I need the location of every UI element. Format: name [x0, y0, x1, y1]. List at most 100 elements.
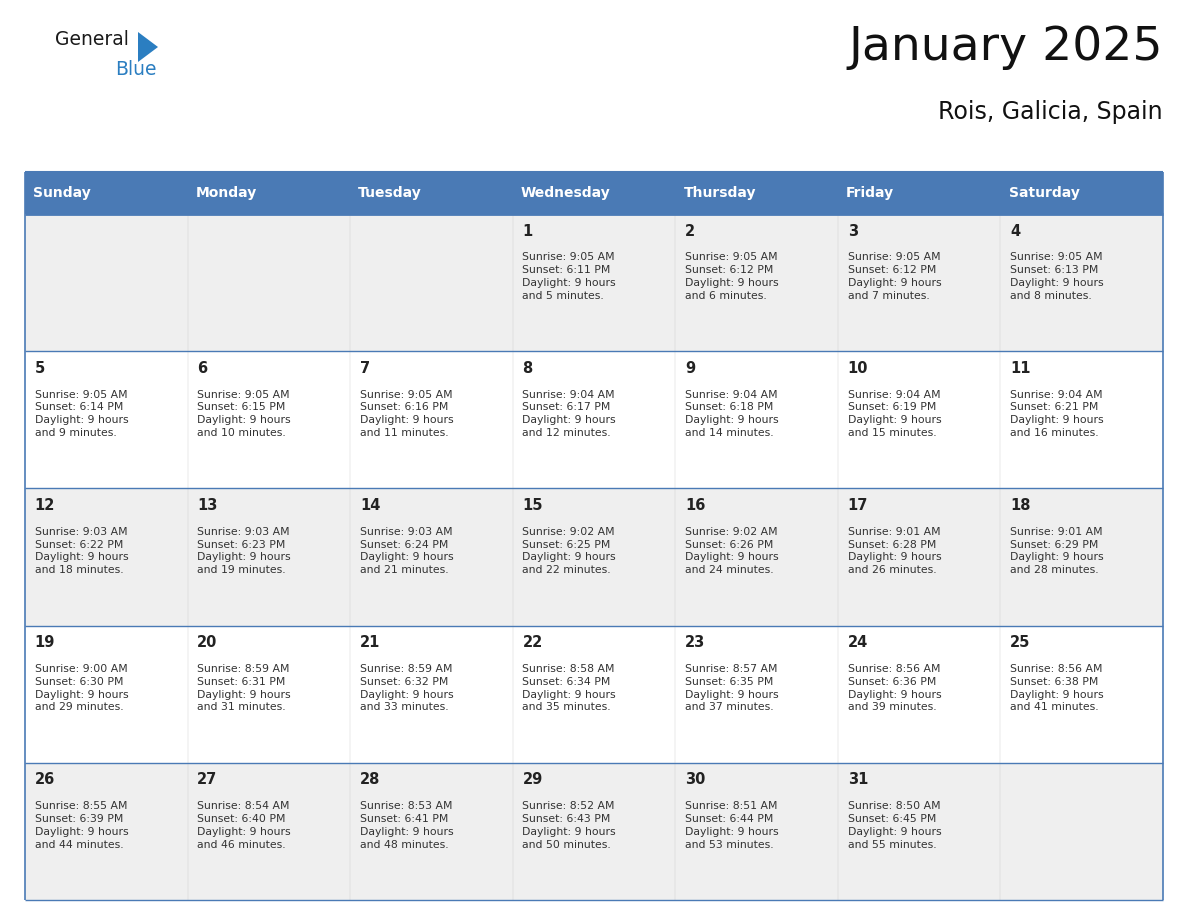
- Text: Friday: Friday: [846, 186, 895, 200]
- Bar: [350, 352, 513, 488]
- Text: Sunrise: 9:01 AM
Sunset: 6:28 PM
Daylight: 9 hours
and 26 minutes.: Sunrise: 9:01 AM Sunset: 6:28 PM Dayligh…: [847, 527, 941, 576]
- Text: Rois, Galicia, Spain: Rois, Galicia, Spain: [939, 100, 1163, 124]
- Bar: [513, 625, 675, 763]
- Text: Thursday: Thursday: [683, 186, 756, 200]
- Text: Sunrise: 8:52 AM
Sunset: 6:43 PM
Daylight: 9 hours
and 50 minutes.: Sunrise: 8:52 AM Sunset: 6:43 PM Dayligh…: [523, 801, 617, 850]
- Bar: [675, 352, 838, 488]
- Bar: [513, 352, 675, 488]
- Text: 15: 15: [523, 498, 543, 513]
- Text: 11: 11: [1010, 361, 1031, 375]
- Bar: [1000, 214, 1163, 352]
- Text: Monday: Monday: [196, 186, 257, 200]
- Bar: [513, 488, 675, 625]
- Text: 9: 9: [685, 361, 695, 375]
- Text: 1: 1: [523, 224, 532, 239]
- Bar: [25, 352, 188, 488]
- Bar: [513, 214, 675, 352]
- Text: 22: 22: [523, 635, 543, 650]
- Bar: [1000, 763, 1163, 900]
- Text: Sunrise: 9:01 AM
Sunset: 6:29 PM
Daylight: 9 hours
and 28 minutes.: Sunrise: 9:01 AM Sunset: 6:29 PM Dayligh…: [1010, 527, 1104, 576]
- Bar: [350, 214, 513, 352]
- Bar: [188, 352, 350, 488]
- Text: 2: 2: [685, 224, 695, 239]
- Text: 6: 6: [197, 361, 208, 375]
- Bar: [25, 763, 188, 900]
- Text: 28: 28: [360, 772, 380, 788]
- Bar: [188, 214, 350, 352]
- Text: Sunrise: 9:05 AM
Sunset: 6:12 PM
Daylight: 9 hours
and 6 minutes.: Sunrise: 9:05 AM Sunset: 6:12 PM Dayligh…: [685, 252, 778, 301]
- Bar: [188, 763, 350, 900]
- Text: Sunrise: 8:50 AM
Sunset: 6:45 PM
Daylight: 9 hours
and 55 minutes.: Sunrise: 8:50 AM Sunset: 6:45 PM Dayligh…: [847, 801, 941, 850]
- Text: Sunrise: 8:56 AM
Sunset: 6:36 PM
Daylight: 9 hours
and 39 minutes.: Sunrise: 8:56 AM Sunset: 6:36 PM Dayligh…: [847, 664, 941, 712]
- Text: Sunday: Sunday: [33, 186, 90, 200]
- Bar: [675, 214, 838, 352]
- Text: Sunrise: 8:56 AM
Sunset: 6:38 PM
Daylight: 9 hours
and 41 minutes.: Sunrise: 8:56 AM Sunset: 6:38 PM Dayligh…: [1010, 664, 1104, 712]
- Text: Sunrise: 8:54 AM
Sunset: 6:40 PM
Daylight: 9 hours
and 46 minutes.: Sunrise: 8:54 AM Sunset: 6:40 PM Dayligh…: [197, 801, 291, 850]
- Bar: [838, 488, 1000, 625]
- Text: 19: 19: [34, 635, 55, 650]
- Bar: [188, 625, 350, 763]
- Text: 17: 17: [847, 498, 868, 513]
- Text: Sunrise: 9:02 AM
Sunset: 6:26 PM
Daylight: 9 hours
and 24 minutes.: Sunrise: 9:02 AM Sunset: 6:26 PM Dayligh…: [685, 527, 778, 576]
- Bar: [838, 763, 1000, 900]
- Text: 3: 3: [847, 224, 858, 239]
- Text: Tuesday: Tuesday: [359, 186, 422, 200]
- Text: Blue: Blue: [115, 60, 157, 79]
- Bar: [1000, 625, 1163, 763]
- Text: January 2025: January 2025: [848, 25, 1163, 70]
- Bar: [1000, 172, 1163, 214]
- Text: Saturday: Saturday: [1009, 186, 1080, 200]
- Bar: [350, 172, 513, 214]
- Text: Wednesday: Wednesday: [520, 186, 611, 200]
- Text: 8: 8: [523, 361, 532, 375]
- Text: 5: 5: [34, 361, 45, 375]
- Bar: [350, 488, 513, 625]
- Text: 20: 20: [197, 635, 217, 650]
- Text: 12: 12: [34, 498, 55, 513]
- Text: 30: 30: [685, 772, 706, 788]
- Text: Sunrise: 9:04 AM
Sunset: 6:19 PM
Daylight: 9 hours
and 15 minutes.: Sunrise: 9:04 AM Sunset: 6:19 PM Dayligh…: [847, 389, 941, 438]
- Text: Sunrise: 8:53 AM
Sunset: 6:41 PM
Daylight: 9 hours
and 48 minutes.: Sunrise: 8:53 AM Sunset: 6:41 PM Dayligh…: [360, 801, 454, 850]
- Text: Sunrise: 9:04 AM
Sunset: 6:17 PM
Daylight: 9 hours
and 12 minutes.: Sunrise: 9:04 AM Sunset: 6:17 PM Dayligh…: [523, 389, 617, 438]
- Bar: [675, 763, 838, 900]
- Text: Sunrise: 9:00 AM
Sunset: 6:30 PM
Daylight: 9 hours
and 29 minutes.: Sunrise: 9:00 AM Sunset: 6:30 PM Dayligh…: [34, 664, 128, 712]
- Text: Sunrise: 9:05 AM
Sunset: 6:12 PM
Daylight: 9 hours
and 7 minutes.: Sunrise: 9:05 AM Sunset: 6:12 PM Dayligh…: [847, 252, 941, 301]
- Text: Sunrise: 9:05 AM
Sunset: 6:13 PM
Daylight: 9 hours
and 8 minutes.: Sunrise: 9:05 AM Sunset: 6:13 PM Dayligh…: [1010, 252, 1104, 301]
- Bar: [675, 488, 838, 625]
- Text: 18: 18: [1010, 498, 1031, 513]
- Text: 29: 29: [523, 772, 543, 788]
- Bar: [513, 763, 675, 900]
- Text: 24: 24: [847, 635, 868, 650]
- Bar: [25, 172, 188, 214]
- Bar: [25, 625, 188, 763]
- Text: 27: 27: [197, 772, 217, 788]
- Text: Sunrise: 8:51 AM
Sunset: 6:44 PM
Daylight: 9 hours
and 53 minutes.: Sunrise: 8:51 AM Sunset: 6:44 PM Dayligh…: [685, 801, 778, 850]
- Text: Sunrise: 8:55 AM
Sunset: 6:39 PM
Daylight: 9 hours
and 44 minutes.: Sunrise: 8:55 AM Sunset: 6:39 PM Dayligh…: [34, 801, 128, 850]
- Text: 14: 14: [360, 498, 380, 513]
- Text: Sunrise: 9:02 AM
Sunset: 6:25 PM
Daylight: 9 hours
and 22 minutes.: Sunrise: 9:02 AM Sunset: 6:25 PM Dayligh…: [523, 527, 617, 576]
- Text: Sunrise: 9:05 AM
Sunset: 6:14 PM
Daylight: 9 hours
and 9 minutes.: Sunrise: 9:05 AM Sunset: 6:14 PM Dayligh…: [34, 389, 128, 438]
- Text: 4: 4: [1010, 224, 1020, 239]
- Text: Sunrise: 8:57 AM
Sunset: 6:35 PM
Daylight: 9 hours
and 37 minutes.: Sunrise: 8:57 AM Sunset: 6:35 PM Dayligh…: [685, 664, 778, 712]
- Text: Sunrise: 8:59 AM
Sunset: 6:32 PM
Daylight: 9 hours
and 33 minutes.: Sunrise: 8:59 AM Sunset: 6:32 PM Dayligh…: [360, 664, 454, 712]
- Bar: [25, 488, 188, 625]
- Text: Sunrise: 8:58 AM
Sunset: 6:34 PM
Daylight: 9 hours
and 35 minutes.: Sunrise: 8:58 AM Sunset: 6:34 PM Dayligh…: [523, 664, 617, 712]
- Bar: [838, 352, 1000, 488]
- Text: General: General: [55, 30, 128, 49]
- Bar: [25, 214, 188, 352]
- Text: Sunrise: 9:03 AM
Sunset: 6:23 PM
Daylight: 9 hours
and 19 minutes.: Sunrise: 9:03 AM Sunset: 6:23 PM Dayligh…: [197, 527, 291, 576]
- Bar: [838, 172, 1000, 214]
- Text: Sunrise: 9:04 AM
Sunset: 6:21 PM
Daylight: 9 hours
and 16 minutes.: Sunrise: 9:04 AM Sunset: 6:21 PM Dayligh…: [1010, 389, 1104, 438]
- Text: Sunrise: 9:04 AM
Sunset: 6:18 PM
Daylight: 9 hours
and 14 minutes.: Sunrise: 9:04 AM Sunset: 6:18 PM Dayligh…: [685, 389, 778, 438]
- Bar: [838, 625, 1000, 763]
- Bar: [1000, 352, 1163, 488]
- Text: 10: 10: [847, 361, 868, 375]
- Text: 25: 25: [1010, 635, 1030, 650]
- Text: 7: 7: [360, 361, 369, 375]
- Text: Sunrise: 9:03 AM
Sunset: 6:24 PM
Daylight: 9 hours
and 21 minutes.: Sunrise: 9:03 AM Sunset: 6:24 PM Dayligh…: [360, 527, 454, 576]
- Text: 21: 21: [360, 635, 380, 650]
- Bar: [188, 488, 350, 625]
- Text: Sunrise: 9:03 AM
Sunset: 6:22 PM
Daylight: 9 hours
and 18 minutes.: Sunrise: 9:03 AM Sunset: 6:22 PM Dayligh…: [34, 527, 128, 576]
- Text: Sunrise: 9:05 AM
Sunset: 6:15 PM
Daylight: 9 hours
and 10 minutes.: Sunrise: 9:05 AM Sunset: 6:15 PM Dayligh…: [197, 389, 291, 438]
- Bar: [513, 172, 675, 214]
